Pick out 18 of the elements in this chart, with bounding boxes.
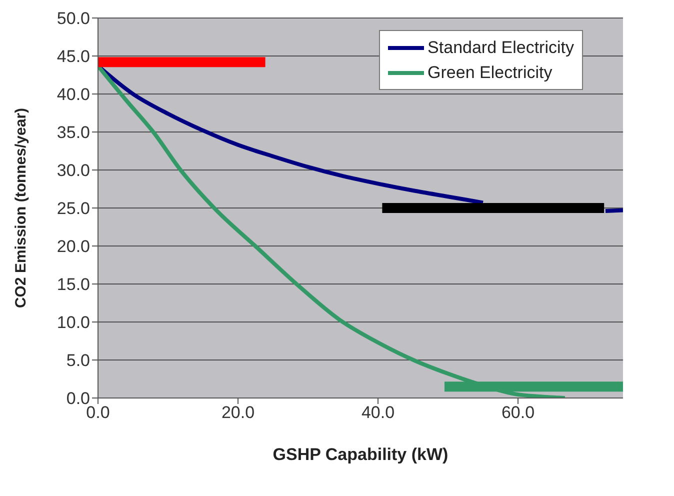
y-tick-label: 40.0	[56, 85, 90, 104]
y-tick-label: 50.0	[56, 9, 90, 28]
y-axis-title: CO2 Emission (tonnes/year)	[12, 108, 30, 308]
legend-label: Green Electricity	[428, 62, 552, 84]
legend-label: Standard Electricity	[428, 37, 574, 59]
x-tick-label: 0.0	[86, 403, 110, 422]
y-tick-label: 5.0	[66, 351, 90, 370]
x-axis-title: GSHP Capability (kW)	[272, 445, 448, 464]
y-tick-label: 25.0	[56, 199, 90, 218]
y-tick-label: 35.0	[56, 123, 90, 142]
y-tick-label: 15.0	[56, 275, 90, 294]
y-tick-label: 45.0	[56, 47, 90, 66]
x-tick-label: 40.0	[361, 403, 395, 422]
x-tick-label: 20.0	[221, 403, 255, 422]
y-tick-label: 30.0	[56, 161, 90, 180]
x-tick-label: 60.0	[501, 403, 535, 422]
y-tick-label: 10.0	[56, 313, 90, 332]
y-tick-label: 20.0	[56, 237, 90, 256]
